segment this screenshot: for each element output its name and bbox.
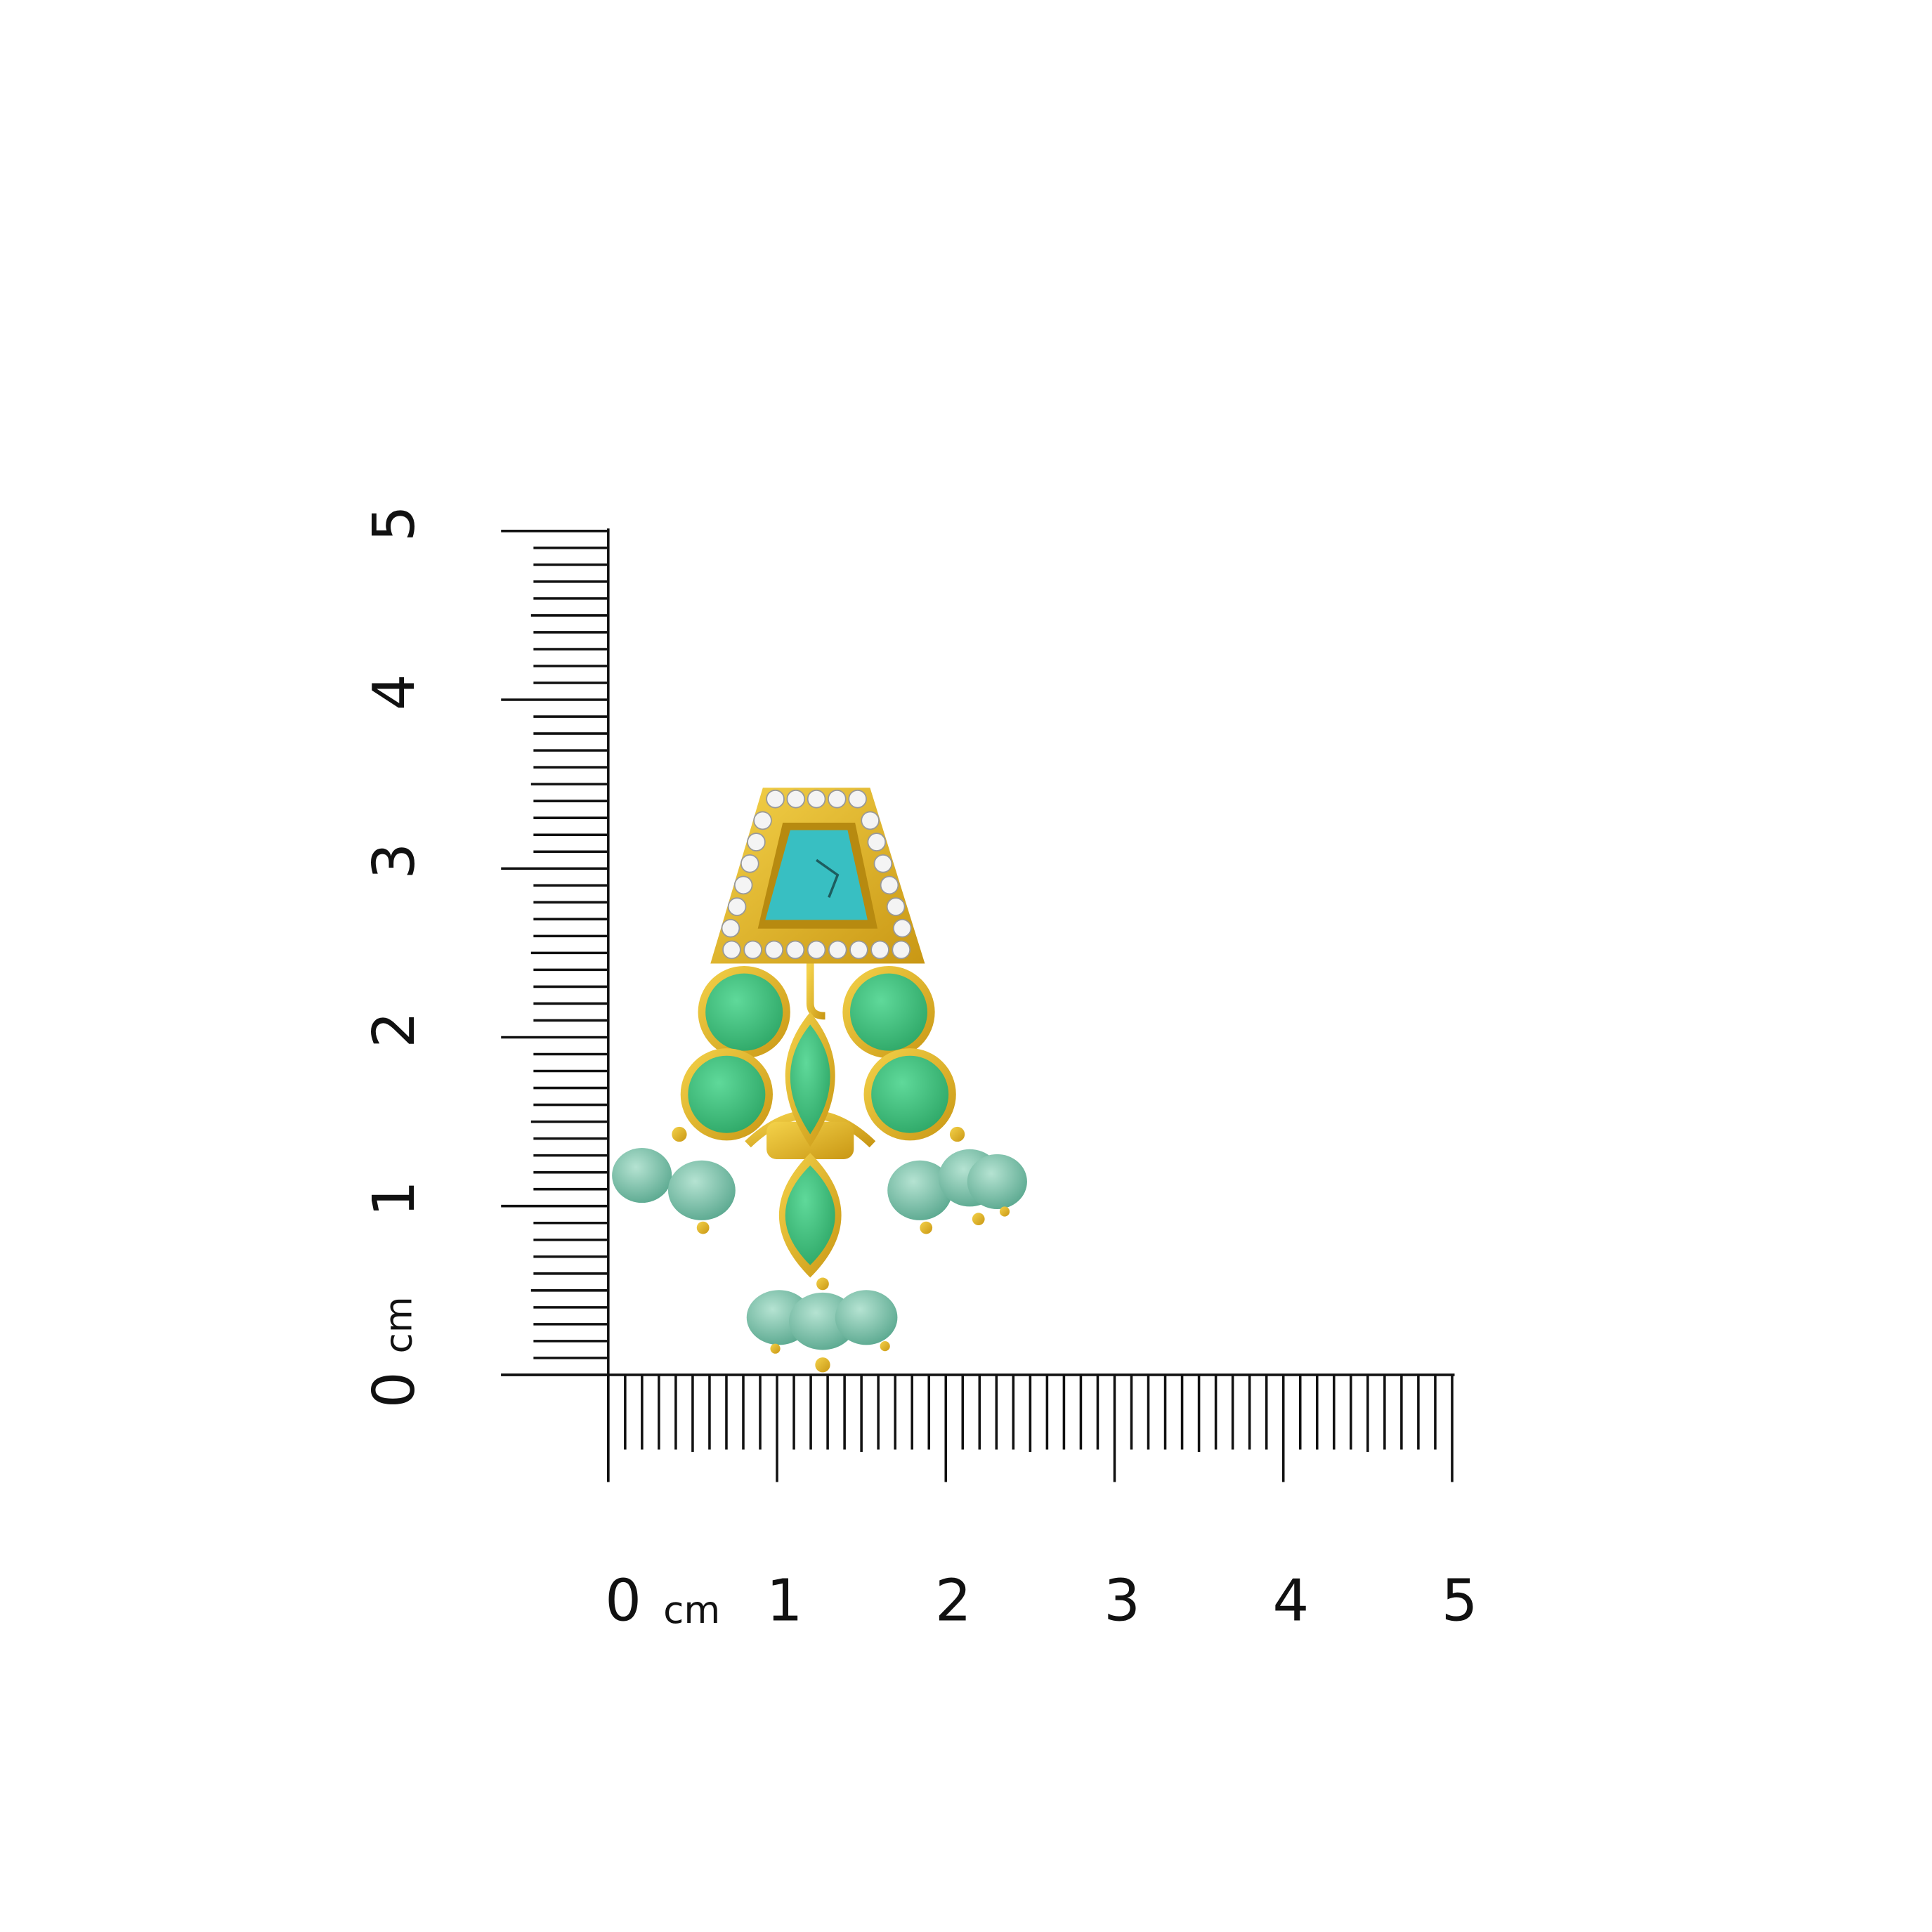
h-unit: cm xyxy=(663,1588,720,1632)
pave-stone xyxy=(849,940,868,960)
pave-stone xyxy=(828,940,847,960)
v-label: 1 xyxy=(361,1180,428,1217)
v-label: 2 xyxy=(361,1012,428,1048)
pave-stone xyxy=(766,789,785,809)
h-label: 0 xyxy=(605,1567,641,1634)
pave-stone xyxy=(880,875,899,895)
pave-stone xyxy=(747,833,766,851)
v-unit: cm xyxy=(377,1296,420,1353)
pave-stone xyxy=(740,854,759,873)
h-label: 4 xyxy=(1272,1567,1309,1634)
pave-stone xyxy=(753,811,772,830)
pave-stone xyxy=(807,940,826,960)
pave-stone xyxy=(892,918,912,938)
pave-stone xyxy=(727,897,747,916)
pave-stone xyxy=(870,940,889,960)
h-label: 5 xyxy=(1442,1567,1478,1634)
rulers: 0 1 2 3 4 5 cm 0 1 2 3 4 5 cm xyxy=(361,505,1478,1634)
h-label: 2 xyxy=(935,1567,972,1634)
v-label: 3 xyxy=(361,843,428,880)
pave-stone xyxy=(848,789,867,809)
pave-stone xyxy=(873,854,893,873)
h-label: 1 xyxy=(766,1567,803,1634)
pave-stone xyxy=(807,789,826,809)
pave-stone xyxy=(743,940,762,960)
pave-stone xyxy=(892,940,911,960)
pave-stone xyxy=(828,789,847,809)
pave-stone xyxy=(721,918,740,938)
pave-stone xyxy=(886,897,906,916)
h-label: 3 xyxy=(1104,1567,1140,1634)
v-label: 0 xyxy=(361,1371,428,1408)
v-label: 4 xyxy=(361,674,428,710)
earring xyxy=(612,788,1027,1373)
pave-stone xyxy=(861,811,880,830)
pave-stone xyxy=(722,940,741,960)
pave-stone xyxy=(867,833,887,851)
pave-stone xyxy=(785,940,805,960)
pave-stone xyxy=(786,789,806,809)
pave-stone xyxy=(764,940,784,960)
v-label: 5 xyxy=(361,505,428,542)
pave-stone xyxy=(733,875,753,895)
